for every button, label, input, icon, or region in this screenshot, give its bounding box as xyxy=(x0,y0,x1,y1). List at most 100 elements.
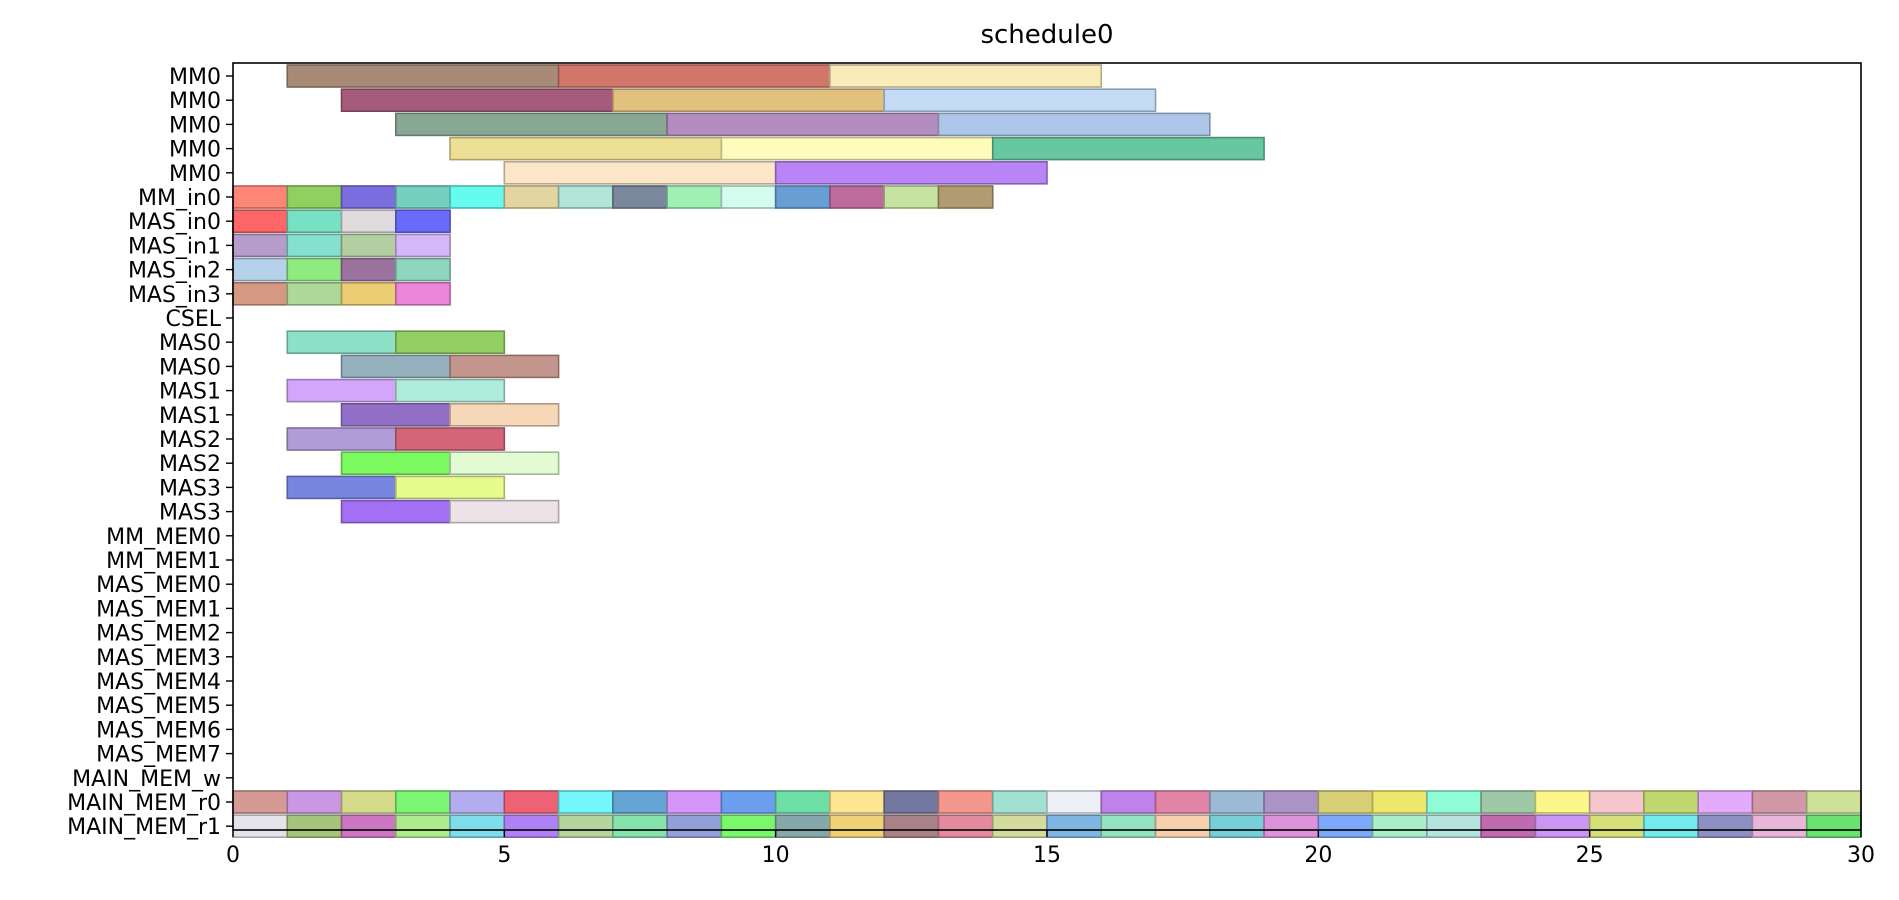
task-bar xyxy=(232,281,289,306)
y-tick-label: MM_in0 xyxy=(138,186,221,211)
task-bar xyxy=(340,185,397,209)
y-tick-label: MM0 xyxy=(169,65,221,90)
task-bar xyxy=(720,185,777,209)
y-tick-label: MAS3 xyxy=(159,476,221,501)
task-bar xyxy=(394,475,506,500)
task-bar xyxy=(883,88,1157,112)
task-bar xyxy=(394,185,451,209)
y-tick-label: CSEL xyxy=(166,307,222,332)
task-bar xyxy=(1426,814,1482,839)
task-bar xyxy=(394,281,451,306)
task-bar xyxy=(286,427,397,451)
task-bar xyxy=(1805,790,1862,814)
task-bar xyxy=(340,814,397,839)
x-tick-label: 20 xyxy=(1304,843,1332,868)
task-bar xyxy=(1697,790,1754,814)
task-bar xyxy=(883,185,940,209)
y-tick-label: MAS_in2 xyxy=(128,259,221,284)
task-bar xyxy=(991,814,1048,839)
y-tick-label: MAS1 xyxy=(159,404,221,429)
x-axis: 0 5 10 15 20 25 30 xyxy=(226,830,1875,868)
task-bar xyxy=(720,790,777,814)
task-bar xyxy=(1588,814,1645,839)
task-bar xyxy=(286,233,343,258)
task-bar xyxy=(232,814,289,839)
task-bar xyxy=(286,330,397,355)
task-bar xyxy=(449,136,723,161)
task-bar xyxy=(394,330,506,355)
task-bar xyxy=(1751,814,1808,839)
task-bar xyxy=(829,64,1103,88)
y-tick-label: MM0 xyxy=(169,89,221,114)
task-bar xyxy=(286,64,560,88)
task-bar xyxy=(340,88,614,112)
y-tick-label: MAS_MEM1 xyxy=(96,597,221,622)
task-bar xyxy=(449,402,560,427)
task-bar xyxy=(340,451,451,476)
y-tick-label: MM_MEM0 xyxy=(106,525,221,550)
y-tick-label: MAS_in1 xyxy=(128,234,221,259)
task-bar xyxy=(394,233,451,258)
task-bar xyxy=(232,790,289,814)
task-bar xyxy=(394,814,451,839)
task-bar xyxy=(286,185,343,209)
task-bar xyxy=(1100,790,1157,814)
task-bar xyxy=(937,814,994,839)
task-bar xyxy=(666,185,723,209)
task-bar xyxy=(774,790,831,814)
task-bar xyxy=(340,233,397,258)
task-bar xyxy=(612,185,668,209)
task-bar xyxy=(503,790,560,814)
task-bar xyxy=(340,354,451,379)
task-bar xyxy=(937,790,994,814)
task-bar xyxy=(232,209,289,233)
task-bar xyxy=(286,814,343,839)
y-tick-label: MAIN_MEM_r1 xyxy=(67,815,221,840)
task-bar xyxy=(340,257,397,282)
task-bar xyxy=(340,790,397,814)
task-bar xyxy=(1046,790,1103,814)
task-bar xyxy=(1209,814,1265,839)
task-bar xyxy=(286,378,397,403)
task-bar xyxy=(394,209,451,233)
task-bar xyxy=(286,209,343,233)
task-bar xyxy=(232,257,289,282)
task-bar xyxy=(1317,814,1374,839)
task-bar xyxy=(1534,814,1591,839)
task-bar xyxy=(449,790,506,814)
task-bar xyxy=(1643,790,1700,814)
y-tick-label: MAS0 xyxy=(159,331,221,356)
y-tick-label: MAS_in3 xyxy=(128,283,221,308)
y-tick-label: MAS_MEM5 xyxy=(96,694,221,719)
y-axis: MM0MM0MM0MM0MM0MM_in0MAS_in0MAS_in1MAS_i… xyxy=(67,65,233,840)
y-tick-label: MAS_MEM2 xyxy=(96,622,221,647)
y-tick-label: MAS2 xyxy=(159,428,221,453)
task-bar xyxy=(1371,814,1428,839)
task-bar xyxy=(1046,814,1103,839)
task-bar xyxy=(286,257,343,282)
task-bar xyxy=(340,402,451,427)
task-bar xyxy=(829,185,886,209)
task-bar xyxy=(340,281,397,306)
task-bar xyxy=(394,112,668,137)
task-bar xyxy=(286,475,397,500)
task-bar xyxy=(829,790,886,814)
task-bar xyxy=(557,814,614,839)
task-bar xyxy=(1154,790,1211,814)
y-tick-label: MAS_MEM3 xyxy=(96,646,221,671)
task-bar xyxy=(449,451,560,476)
task-bar xyxy=(1100,814,1157,839)
task-bar xyxy=(449,354,560,379)
x-tick-label: 0 xyxy=(226,843,240,868)
task-bar xyxy=(666,814,723,839)
task-bar xyxy=(557,64,831,88)
task-bar xyxy=(937,185,994,209)
task-bar xyxy=(1263,814,1320,839)
task-bar xyxy=(503,185,560,209)
task-bar xyxy=(1426,790,1482,814)
task-bar xyxy=(1588,790,1645,814)
y-tick-label: MAS2 xyxy=(159,452,221,477)
y-tick-label: MAS_in0 xyxy=(128,210,221,235)
x-tick-label: 10 xyxy=(762,843,790,868)
y-tick-label: MAS3 xyxy=(159,501,221,526)
